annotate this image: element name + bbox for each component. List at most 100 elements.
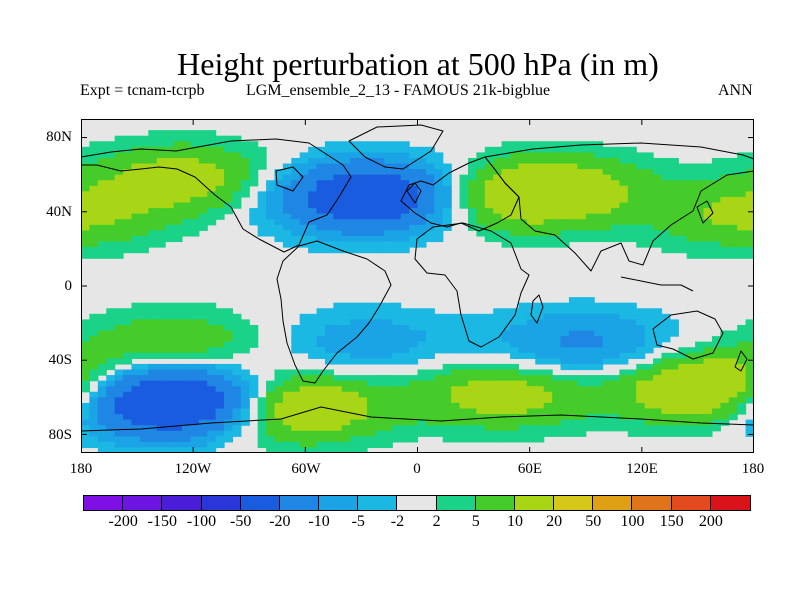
contour-cell [602,380,612,387]
contour-cell [123,241,133,248]
contour-cell [728,375,738,382]
contour-cell [358,358,368,365]
contour-cell [375,247,385,254]
contour-cell [526,419,536,426]
contour-cell [510,336,520,343]
contour-cell [442,213,452,220]
contour-cell [711,352,721,359]
contour-cell [518,191,528,198]
contour-cell [602,302,612,309]
colorbar-swatch [358,496,398,510]
contour-cell [97,247,107,254]
contour-cell [156,324,166,332]
contour-cell [669,319,679,326]
colorbar-label: -5 [351,513,365,530]
contour-cell [585,391,595,398]
contour-cell [89,352,99,359]
lon-label-60w: 60W [291,461,321,477]
lon-label-180w: 180 [69,461,93,477]
contour-cell [190,430,200,437]
contour-cell [367,408,377,415]
contour-cell [602,152,612,159]
contour-cell [232,141,242,148]
contour-cell [594,397,604,404]
contour-cell [274,397,284,404]
contour-cell [442,330,452,337]
contour-cell [737,358,747,365]
contour-cell [123,174,133,181]
contour-cell [367,402,377,410]
contour-cell [610,191,620,198]
contour-cell [661,241,671,248]
contour-cell [274,419,284,426]
contour-cell [392,224,402,231]
contour-cell [417,152,427,159]
contour-cell [602,235,612,243]
contour-cell [535,324,545,332]
contour-cell [745,336,754,343]
contour-cell [341,141,351,148]
contour-cell [190,202,200,209]
contour-cell [501,341,511,348]
contour-cell [400,241,410,248]
contour-cell [745,397,754,404]
contour-cell [543,141,553,148]
contour-cell [316,213,326,220]
contour-cell [653,230,663,237]
contour-cell [81,191,91,198]
contour-cell [602,358,612,365]
contour-cell [156,202,166,209]
contour-cell [89,213,99,220]
contour-cell [106,397,116,404]
contour-cell [215,185,225,192]
contour-cell [417,208,427,215]
contour-cell [341,208,351,215]
contour-cell [139,308,149,315]
contour-cell [257,191,267,198]
contour-cell [501,169,511,176]
contour-cell [148,324,158,332]
contour-cell [745,363,754,371]
contour-cell [207,185,217,192]
contour-cell [610,235,620,243]
contour-cell [510,397,520,404]
contour-cell [198,352,208,359]
contour-cell [627,341,637,348]
contour-cell [392,419,402,426]
contour-cell [484,408,494,415]
contour-cell [181,146,191,153]
contour-cell [543,313,553,320]
colorbar-label: -150 [147,513,177,530]
contour-cell [627,146,637,153]
contour-cell [324,213,334,220]
contour-cell [81,180,91,187]
contour-cell [577,313,587,320]
contour-cell [139,402,149,410]
contour-cell [568,391,578,398]
contour-cell [526,341,536,348]
contour-cell [552,235,562,243]
contour-cell [568,419,578,426]
contour-cell [678,358,688,365]
contour-cell [207,397,217,404]
contour-cell [686,414,696,421]
contour-cell [619,302,629,309]
contour-cell [568,430,578,437]
contour-cell [350,408,360,415]
contour-cell [299,169,309,176]
contour-cell [686,247,696,254]
contour-cell [358,163,368,170]
contour-cell [535,347,545,354]
lat-label-40s: 40S [48,352,72,368]
contour-cell [711,247,721,254]
contour-cell [240,336,250,343]
contour-cell [266,191,276,198]
contour-cell [106,419,116,426]
contour-cell [745,419,754,426]
contour-cell [215,363,225,371]
contour-cell [97,241,107,248]
contour-cell [198,174,208,181]
contour-cell [333,408,343,415]
contour-cell [434,391,444,398]
contour-cell [695,408,705,415]
